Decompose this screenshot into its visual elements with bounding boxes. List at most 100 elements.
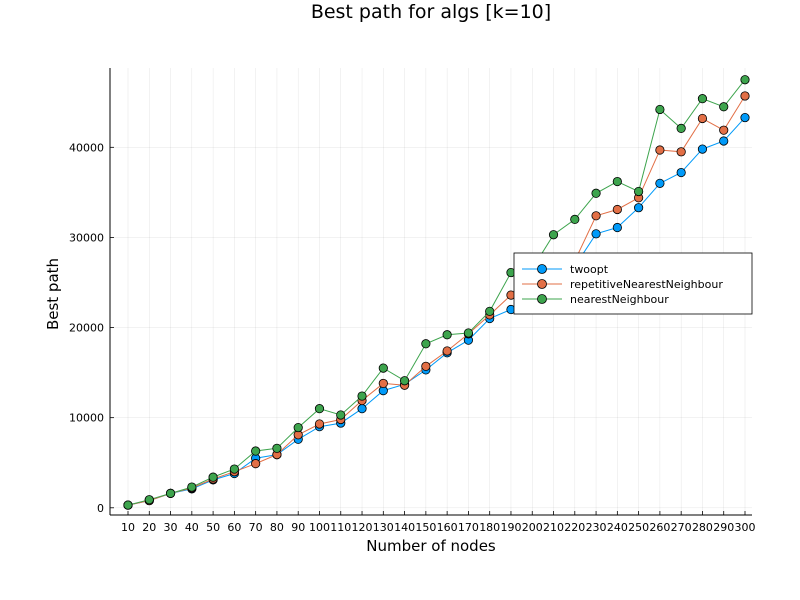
x-tick-label: 50 <box>206 521 220 534</box>
data-point <box>272 443 282 453</box>
data-point <box>208 472 218 482</box>
x-tick-label: 100 <box>309 521 330 534</box>
data-point <box>719 102 729 112</box>
x-tick-label: 20 <box>142 521 156 534</box>
x-tick-label: 220 <box>564 521 585 534</box>
x-ticks: 10 20 30 40 50 60 70 80 90 100 110 120 130 140 150 160 1… <box>121 511 756 534</box>
x-tick-label: 10 <box>121 521 135 534</box>
data-point <box>378 378 388 389</box>
data-point <box>591 211 601 221</box>
data-point <box>378 363 388 373</box>
legend-marker <box>537 264 547 274</box>
x-tick-label: 300 <box>735 521 756 534</box>
x-tick-label: 290 <box>713 521 734 534</box>
data-point <box>740 112 750 123</box>
data-point <box>485 306 495 316</box>
data-point <box>229 464 239 474</box>
data-point <box>612 204 622 215</box>
data-point <box>442 346 452 356</box>
x-tick-label: 140 <box>394 521 415 534</box>
data-point <box>697 94 708 104</box>
x-tick-label: 130 <box>373 521 394 534</box>
data-point <box>697 144 708 154</box>
data-point <box>251 446 261 456</box>
x-tick-label: 70 <box>249 521 263 534</box>
chart-title: Best path for algs [k=10] <box>311 1 551 23</box>
legend-label: repetitiveNearestNeighbour <box>570 278 723 291</box>
y-ticks: 0 10000 20000 30000 40000 <box>69 141 114 515</box>
data-point <box>144 495 154 505</box>
data-point <box>591 188 601 198</box>
data-point <box>123 500 133 510</box>
data-point <box>697 113 708 124</box>
x-axis-label: Number of nodes <box>366 537 496 555</box>
data-point <box>293 422 303 433</box>
data-point <box>655 104 665 115</box>
data-point <box>165 488 176 498</box>
data-point <box>612 222 622 233</box>
data-point <box>740 91 750 101</box>
data-point <box>676 147 686 157</box>
x-tick-label: 80 <box>270 521 284 534</box>
x-tick-label: 40 <box>185 521 199 534</box>
data-point <box>463 328 474 338</box>
data-point <box>676 123 686 133</box>
data-point <box>655 178 665 188</box>
x-tick-label: 280 <box>692 521 713 534</box>
y-axis-label: Best path <box>44 258 62 330</box>
legend-marker <box>537 294 547 304</box>
y-tick-label: 10000 <box>69 412 104 425</box>
data-point <box>357 391 367 401</box>
data-point <box>314 419 325 429</box>
legend-item: twoopt <box>522 263 609 276</box>
data-point <box>655 145 665 155</box>
data-point <box>591 229 601 239</box>
x-tick-label: 170 <box>458 521 479 534</box>
legend: twoopt repetitiveNearestNeighbour nearestN… <box>513 252 753 315</box>
data-point <box>719 125 729 135</box>
legend-label: nearestNeighbour <box>570 293 669 306</box>
data-point <box>399 376 410 386</box>
data-point <box>634 203 644 213</box>
legend-item: repetitiveNearestNeighbour <box>522 278 723 291</box>
data-point <box>314 404 325 414</box>
data-point <box>548 230 559 240</box>
y-tick-label: 20000 <box>69 322 104 335</box>
legend-item: nearestNeighbour <box>522 293 669 306</box>
data-point <box>612 176 622 187</box>
data-point <box>442 330 452 340</box>
x-tick-label: 270 <box>671 521 692 534</box>
data-point <box>251 459 261 469</box>
data-point <box>634 186 644 197</box>
x-tick-label: 240 <box>607 521 628 534</box>
data-point <box>421 361 431 371</box>
data-point <box>740 75 750 85</box>
x-tick-label: 250 <box>628 521 649 534</box>
x-tick-label: 260 <box>649 521 670 534</box>
data-point <box>570 214 580 225</box>
x-tick-label: 150 <box>415 521 436 534</box>
x-tick-label: 60 <box>227 521 241 534</box>
x-tick-label: 120 <box>352 521 373 534</box>
x-tick-label: 230 <box>586 521 607 534</box>
x-tick-label: 160 <box>437 521 458 534</box>
data-point <box>357 404 367 414</box>
x-tick-label: 90 <box>291 521 305 534</box>
y-tick-label: 30000 <box>69 231 104 244</box>
x-tick-label: 180 <box>479 521 500 534</box>
data-point <box>421 339 431 349</box>
y-tick-label: 0 <box>97 502 104 515</box>
data-point <box>336 410 346 420</box>
y-tick-label: 40000 <box>69 141 104 154</box>
x-tick-label: 110 <box>330 521 351 534</box>
x-tick-label: 200 <box>522 521 543 534</box>
x-tick-label: 190 <box>500 521 521 534</box>
x-tick-label: 210 <box>543 521 564 534</box>
x-tick-label: 30 <box>164 521 178 534</box>
legend-label: twoopt <box>570 263 609 276</box>
legend-marker <box>537 279 547 289</box>
data-point <box>676 167 686 178</box>
axes <box>109 68 752 516</box>
data-point <box>719 136 729 146</box>
